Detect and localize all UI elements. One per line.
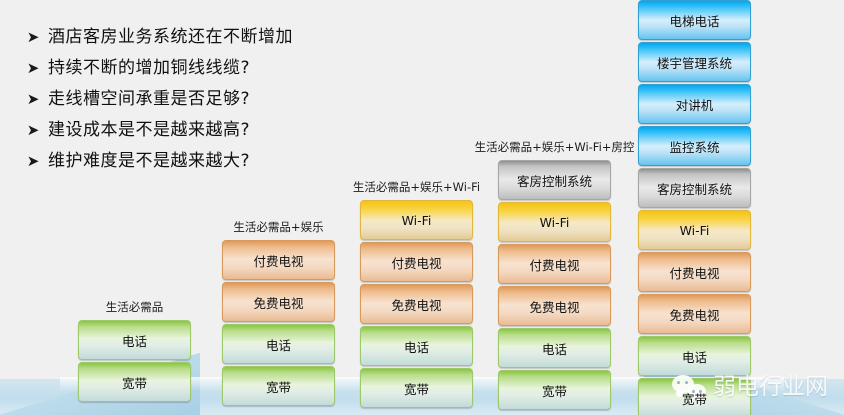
stack-box[interactable]: 楼宇管理系统 xyxy=(638,42,751,82)
stack-box[interactable]: Wi-Fi xyxy=(360,200,473,240)
stack-box[interactable]: 免费电视 xyxy=(638,294,751,334)
stack-box-label: 宽带 xyxy=(681,391,707,407)
stack-box-label: 宽带 xyxy=(403,381,429,397)
bullet-arrow-icon: ➤ xyxy=(26,90,40,108)
stack-box-label: 宽带 xyxy=(265,379,291,395)
stack-box-label: 楼宇管理系统 xyxy=(656,55,732,71)
stack-box-label: Wi-Fi xyxy=(401,212,432,228)
bullet-item: ➤ 走线槽空间承重是否足够? xyxy=(18,88,378,110)
bullet-item-label: 走线槽空间承重是否足够? xyxy=(48,89,251,109)
stack-box[interactable]: 电梯电话 xyxy=(638,0,751,40)
stack-box[interactable]: 电话 xyxy=(360,326,473,366)
stack-column-label: 生活必需品+娱乐+Wi-Fi+房控 xyxy=(474,140,635,154)
stack-box[interactable]: 宽带 xyxy=(78,362,191,402)
bullet-arrow-icon: ➤ xyxy=(26,59,40,77)
stack-box-label: 免费电视 xyxy=(529,299,580,315)
stack-box-label: 付费电视 xyxy=(669,265,720,281)
stack-box[interactable]: 宽带 xyxy=(638,378,751,415)
stack-box[interactable]: 宽带 xyxy=(360,368,473,408)
stack-box[interactable]: 付费电视 xyxy=(360,242,473,282)
stack-column-label: 生活必需品 xyxy=(105,300,164,314)
stack-box[interactable]: 宽带 xyxy=(498,370,611,410)
bullet-arrow-icon: ➤ xyxy=(26,28,40,46)
stack-column: 生活必需品+娱乐 付费电视免费电视电话宽带 xyxy=(222,220,335,406)
stack-box-label: 免费电视 xyxy=(669,307,720,323)
stack-box-label: 付费电视 xyxy=(391,255,442,271)
stack-box-label: 免费电视 xyxy=(253,295,304,311)
stack-box-label: 付费电视 xyxy=(253,253,304,269)
stack-box-label: 电话 xyxy=(681,349,707,365)
bullet-arrow-icon: ➤ xyxy=(26,152,40,170)
stack-box-label: 客房控制系统 xyxy=(516,173,592,189)
stack-box[interactable]: 付费电视 xyxy=(222,240,335,280)
stack-box[interactable]: 电话 xyxy=(222,324,335,364)
stack-box[interactable]: 宽带 xyxy=(222,366,335,406)
stack-box-label: 电话 xyxy=(265,337,291,353)
stack-box[interactable]: 客房控制系统 xyxy=(498,160,611,200)
stack-column-label: 生活必需品+娱乐 xyxy=(233,220,324,234)
bullet-item-label: 建设成本是不是越来越高? xyxy=(48,120,251,140)
bullet-item-label: 维护难度是不是越来越大? xyxy=(48,151,251,171)
stack-box-label: 电话 xyxy=(121,333,147,349)
stack-box[interactable]: 免费电视 xyxy=(498,286,611,326)
bullet-item: ➤ 持续不断的增加铜线线缆? xyxy=(18,57,378,79)
stack-box-label: 电话 xyxy=(403,339,429,355)
stack-box[interactable]: 客房控制系统 xyxy=(638,168,751,208)
stack-box[interactable]: 付费电视 xyxy=(638,252,751,292)
bullet-arrow-icon: ➤ xyxy=(26,121,40,139)
stack-box-label: Wi-Fi xyxy=(679,222,710,238)
stack-box[interactable]: 付费电视 xyxy=(498,244,611,284)
bullet-item: ➤ 酒店客房业务系统还在不断增加 xyxy=(18,26,378,48)
stack-box-label: 免费电视 xyxy=(391,297,442,313)
stack-column: 生活必需品+娱乐+Wi-Fi Wi-Fi 付费电视免费电视电话宽带 xyxy=(353,180,480,408)
stack-box-label: 宽带 xyxy=(121,375,147,391)
bullet-list: ➤ 酒店客房业务系统还在不断增加 ➤ 持续不断的增加铜线线缆? ➤ 走线槽空间承重是否足够… xyxy=(18,26,378,181)
bullet-item-label: 酒店客房业务系统还在不断增加 xyxy=(48,27,293,47)
stack-box-label: 监控系统 xyxy=(669,139,720,155)
stack-box[interactable]: 监控系统 xyxy=(638,126,751,166)
stack-box-label: 宽带 xyxy=(541,383,567,399)
stack-column: 生活必需品+娱乐+Wi-Fi+房控 客房控制系统 Wi-Fi 付费电视免费电视电话宽带 xyxy=(475,140,634,410)
stack-box[interactable]: 电话 xyxy=(498,328,611,368)
stack-box[interactable]: Wi-Fi xyxy=(498,202,611,242)
stack-box[interactable]: 免费电视 xyxy=(222,282,335,322)
bullet-item: ➤ 维护难度是不是越来越大? xyxy=(18,150,378,172)
stack-box[interactable]: 电话 xyxy=(638,336,751,376)
bullet-item: ➤ 建设成本是不是越来越高? xyxy=(18,119,378,141)
stack-box-label: 客房控制系统 xyxy=(656,181,732,197)
stack-box-label: 电梯电话 xyxy=(669,13,720,29)
stack-column: 生活必需品+娱乐+Wi-Fi+房控+楼宇电梯电话楼宇管理系统对讲机监控系统客房控… xyxy=(638,0,751,415)
stack-box[interactable]: 电话 xyxy=(78,320,191,360)
bullet-item-label: 持续不断的增加铜线线缆? xyxy=(48,58,251,78)
stack-box[interactable]: 对讲机 xyxy=(638,84,751,124)
stack-box-label: 电话 xyxy=(541,341,567,357)
stack-column-label: 生活必需品+娱乐+Wi-Fi xyxy=(352,180,481,194)
stack-box[interactable]: Wi-Fi xyxy=(638,210,751,250)
stack-box-label: 付费电视 xyxy=(529,257,580,273)
stack-box-label: Wi-Fi xyxy=(539,214,570,230)
stack-box[interactable]: 免费电视 xyxy=(360,284,473,324)
stack-column: 生活必需品 电话 宽带 xyxy=(78,300,191,402)
stack-box-label: 对讲机 xyxy=(675,97,714,113)
